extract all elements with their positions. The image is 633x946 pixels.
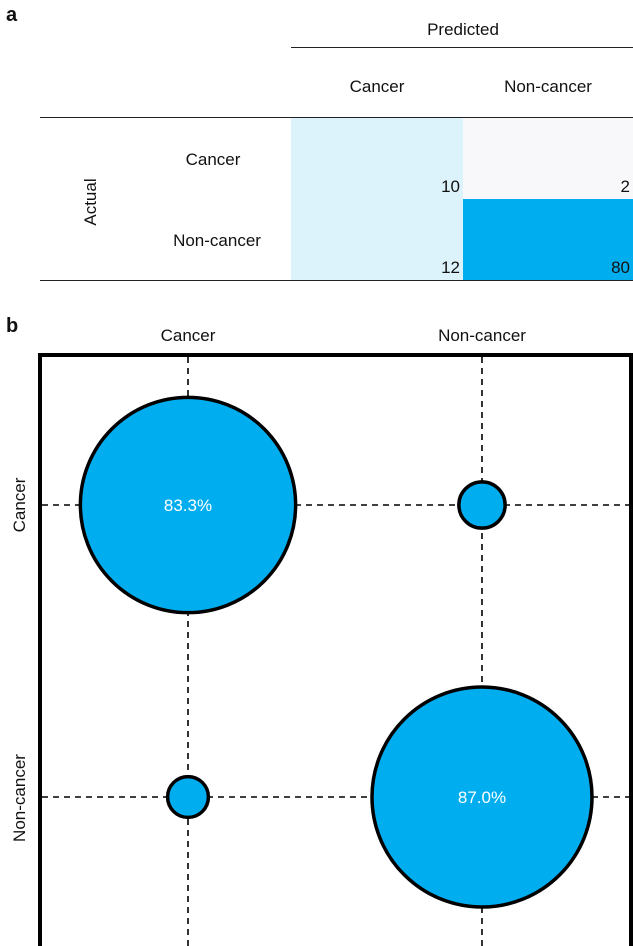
bubble-3 xyxy=(370,685,594,909)
cell-value: 80 xyxy=(611,258,630,277)
x-label-cancer: Cancer xyxy=(160,326,216,345)
row-label-cancer: Cancer xyxy=(185,150,241,169)
cell-non-cancer-cancer: 12 xyxy=(291,199,463,280)
bubble-2 xyxy=(165,774,211,820)
predicted-header: Predicted xyxy=(427,20,499,39)
predicted-header-rule xyxy=(291,47,633,48)
panel-a-label: a xyxy=(6,4,18,26)
cell-value: 12 xyxy=(441,258,460,277)
table-bottom-rule xyxy=(40,280,633,281)
x-label-non-cancer: Non-cancer xyxy=(438,326,526,345)
bubble-0 xyxy=(78,395,298,615)
bubble-label-0: 83.3% xyxy=(164,496,212,515)
table-top-rule xyxy=(40,117,633,118)
row-label-non-cancer: Non-cancer xyxy=(173,231,261,250)
cell-value: 10 xyxy=(441,177,460,196)
cell-cancer-non-cancer: 2 xyxy=(463,118,633,199)
bubble-1 xyxy=(457,480,507,530)
cell-value: 2 xyxy=(620,177,630,196)
plot-frame xyxy=(38,353,633,946)
bubbles: 83.3% 87.0% xyxy=(78,395,594,909)
bubble-label-3: 87.0% xyxy=(458,788,506,807)
col-label-cancer: Cancer xyxy=(349,77,405,96)
col-label-non-cancer: Non-cancer xyxy=(504,77,592,96)
cell-non-cancer-non-cancer: 80 xyxy=(463,199,633,280)
panel-b-label: b xyxy=(6,315,19,337)
cell-cancer-cancer: 10 xyxy=(291,118,463,199)
